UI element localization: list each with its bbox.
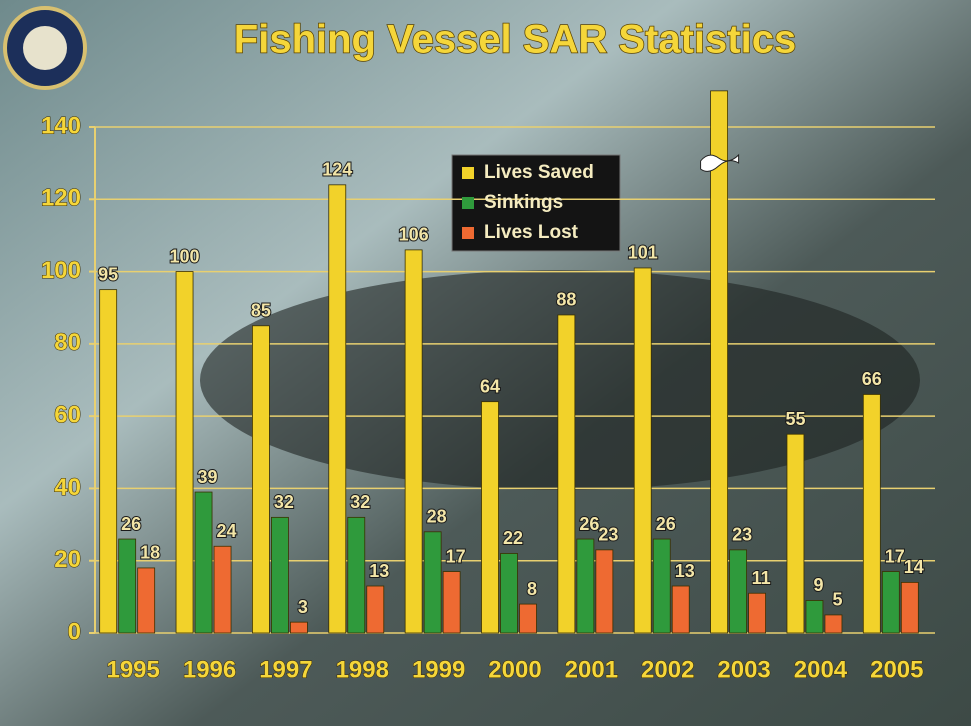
bar	[806, 600, 823, 633]
x-tick-label: 1996	[183, 656, 236, 683]
data-label: 26	[121, 514, 141, 534]
bar	[825, 615, 842, 633]
bar	[482, 402, 499, 633]
data-label: 88	[556, 290, 576, 310]
bar	[138, 568, 155, 633]
data-label: 13	[369, 561, 389, 581]
bar	[405, 250, 422, 633]
legend-label: Sinkings	[484, 192, 563, 213]
data-label: 5	[832, 590, 842, 610]
data-label: 23	[598, 525, 618, 545]
y-tick-label: 80	[54, 329, 81, 356]
y-tick-label: 0	[68, 618, 81, 645]
data-label: 64	[480, 376, 500, 396]
legend-swatch	[462, 227, 474, 239]
legend-label: Lives Lost	[484, 222, 579, 243]
x-tick-label: 2004	[794, 656, 848, 683]
data-label: 26	[579, 514, 599, 534]
y-tick-label: 40	[54, 474, 81, 501]
bar	[271, 517, 288, 633]
data-label: 55	[785, 409, 805, 429]
bar	[863, 394, 880, 633]
y-tick-label: 140	[41, 112, 81, 139]
chart-title: Fishing Vessel SAR Statistics	[234, 18, 796, 62]
legend-swatch	[462, 197, 474, 209]
bar	[730, 550, 747, 633]
x-tick-label: 2001	[565, 656, 618, 683]
x-tick-label: 2005	[870, 656, 923, 683]
bar	[882, 572, 899, 633]
bar	[443, 572, 460, 633]
bar	[100, 290, 117, 633]
chart: Fishing Vessel SAR Statistics 0 20 40 60 80 1…	[0, 0, 971, 726]
x-tick-label: 2002	[641, 656, 694, 683]
y-tick-label: 100	[41, 257, 81, 284]
y-tick-label: 20	[54, 546, 81, 573]
data-label: 66	[862, 369, 882, 389]
x-tick-label: 1999	[412, 656, 465, 683]
bar	[214, 546, 231, 633]
bar	[711, 91, 728, 633]
bar	[252, 326, 269, 633]
data-label: 100	[170, 246, 200, 266]
bar	[901, 582, 918, 633]
bar	[596, 550, 613, 633]
data-label: 23	[732, 525, 752, 545]
legend-swatch	[462, 167, 474, 179]
bar	[290, 622, 307, 633]
data-label: 11	[752, 568, 771, 588]
bar	[787, 434, 804, 633]
bar	[634, 268, 651, 633]
x-tick-label: 1998	[336, 656, 389, 683]
data-label: 124	[322, 160, 352, 180]
bar	[501, 553, 518, 633]
bar	[329, 185, 346, 633]
y-tick-label: 60	[54, 401, 81, 428]
data-label: 32	[350, 492, 370, 512]
bar	[176, 272, 193, 633]
data-label: 18	[140, 543, 160, 563]
data-label: 22	[503, 528, 523, 548]
data-label: 13	[675, 561, 695, 581]
y-tick-label: 120	[41, 185, 81, 212]
data-label: 95	[98, 264, 118, 284]
data-label: 17	[885, 546, 905, 566]
data-label: 85	[251, 301, 271, 321]
bar	[348, 517, 365, 633]
data-label: 9	[813, 575, 823, 595]
bar	[749, 593, 766, 633]
data-label: 14	[904, 557, 924, 577]
bar	[653, 539, 670, 633]
legend-label: Lives Saved	[484, 162, 594, 183]
bar	[367, 586, 384, 633]
x-tick-label: 2000	[488, 656, 541, 683]
data-label: 106	[399, 225, 429, 245]
bar	[424, 532, 441, 633]
data-label: 24	[217, 521, 237, 541]
bar	[195, 492, 212, 633]
x-tick-label: 1997	[259, 656, 312, 683]
data-label: 39	[198, 467, 218, 487]
data-label: 3	[298, 597, 308, 617]
data-label: 101	[628, 243, 658, 263]
bar	[672, 586, 689, 633]
seal-center	[23, 26, 67, 70]
data-label: 26	[656, 514, 676, 534]
data-label: 17	[446, 546, 466, 566]
data-label: 8	[527, 579, 537, 599]
data-label: 28	[427, 507, 447, 527]
bar	[558, 315, 575, 633]
bar	[520, 604, 537, 633]
bar	[119, 539, 136, 633]
bar	[577, 539, 594, 633]
x-tick-label: 2003	[717, 656, 770, 683]
data-label: 32	[274, 492, 294, 512]
x-tick-label: 1995	[106, 656, 159, 683]
